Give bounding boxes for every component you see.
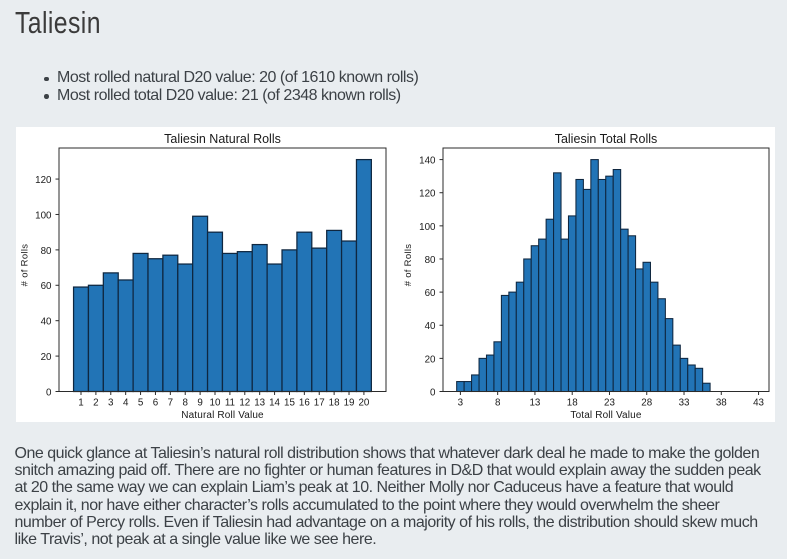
svg-text:8: 8 — [495, 398, 501, 409]
svg-text:10: 10 — [210, 397, 221, 408]
svg-text:2: 2 — [93, 397, 98, 408]
svg-text:80: 80 — [425, 255, 436, 266]
svg-text:140: 140 — [419, 155, 436, 166]
svg-text:4: 4 — [123, 397, 129, 408]
svg-text:17: 17 — [314, 397, 325, 408]
svg-text:Taliesin Total Rolls: Taliesin Total Rolls — [555, 132, 658, 146]
svg-text:13: 13 — [254, 397, 265, 408]
svg-text:100: 100 — [35, 210, 52, 221]
svg-text:60: 60 — [41, 281, 52, 292]
svg-text:# of Rolls: # of Rolls — [19, 244, 30, 287]
svg-text:120: 120 — [419, 189, 436, 200]
svg-text:1: 1 — [78, 397, 83, 408]
svg-text:8: 8 — [183, 397, 189, 408]
svg-text:33: 33 — [679, 398, 690, 409]
svg-text:Total Roll Value: Total Roll Value — [570, 410, 641, 421]
svg-text:7: 7 — [168, 397, 173, 408]
svg-text:18: 18 — [567, 398, 578, 409]
svg-text:19: 19 — [344, 397, 355, 408]
svg-text:5: 5 — [138, 397, 144, 408]
svg-text:9: 9 — [197, 397, 202, 408]
svg-text:0: 0 — [46, 387, 52, 398]
svg-text:120: 120 — [35, 175, 52, 186]
svg-text:20: 20 — [425, 354, 436, 365]
svg-text:38: 38 — [716, 398, 727, 409]
svg-text:15: 15 — [284, 397, 295, 408]
svg-text:Natural Roll Value: Natural Roll Value — [181, 410, 264, 421]
svg-text:23: 23 — [604, 398, 615, 409]
svg-text:18: 18 — [329, 397, 340, 408]
svg-text:28: 28 — [641, 398, 652, 409]
svg-text:20: 20 — [41, 352, 52, 363]
svg-text:12: 12 — [239, 397, 250, 408]
svg-text:0: 0 — [430, 387, 436, 398]
svg-text:100: 100 — [419, 222, 436, 233]
svg-text:14: 14 — [269, 397, 280, 408]
svg-text:# of Rolls: # of Rolls — [403, 244, 414, 287]
svg-text:60: 60 — [425, 288, 436, 299]
svg-text:80: 80 — [41, 246, 52, 257]
svg-text:40: 40 — [41, 317, 52, 328]
svg-text:Taliesin Natural Rolls: Taliesin Natural Rolls — [164, 132, 281, 146]
svg-text:40: 40 — [425, 321, 436, 332]
svg-text:6: 6 — [153, 397, 159, 408]
svg-text:3: 3 — [458, 398, 464, 409]
svg-text:43: 43 — [753, 398, 764, 409]
svg-text:3: 3 — [108, 397, 114, 408]
svg-text:20: 20 — [358, 397, 369, 408]
svg-text:16: 16 — [299, 397, 310, 408]
svg-text:11: 11 — [225, 397, 235, 408]
svg-text:13: 13 — [529, 398, 540, 409]
